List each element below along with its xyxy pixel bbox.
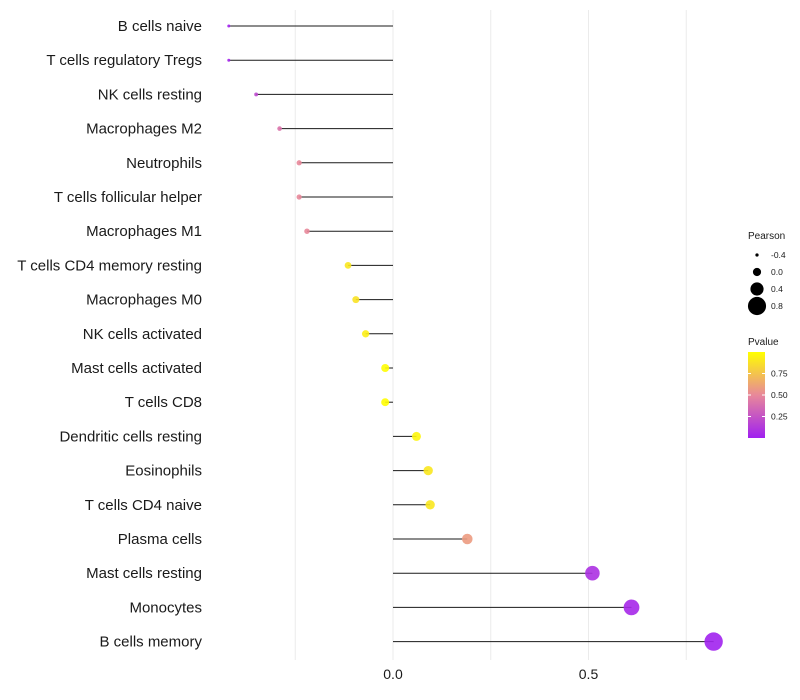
category-label: T cells regulatory Tregs [46, 52, 202, 69]
category-labels: B cells naive T cells regulatory Tregs NK … [17, 18, 202, 651]
size-legend-key [752, 267, 762, 277]
size-legend-key [747, 296, 767, 316]
category-label: Macrophages M0 [86, 292, 202, 309]
data-point[interactable]: Mast cells resting [585, 565, 600, 581]
category-label: NK cells resting [98, 86, 202, 103]
category-label: Plasma cells [118, 531, 202, 548]
category-label: Macrophages M1 [86, 223, 202, 240]
category-label: T cells CD4 naive [85, 497, 202, 514]
x-tick-label: 0.5 [579, 666, 599, 682]
category-label: Macrophages M2 [86, 121, 202, 138]
category-label: T cells CD4 memory resting [17, 257, 202, 274]
lollipop-marks: B cells naive T cells regulatory Tregs NK … [227, 24, 723, 651]
data-point[interactable]: NK cells activated [361, 330, 370, 338]
category-label: Eosinophils [125, 463, 202, 480]
data-point[interactable]: B cells memory [704, 632, 723, 651]
size-legend-label: 0.8 [771, 301, 783, 311]
data-point[interactable]: Macrophages M1 [304, 228, 310, 234]
color-legend-label: 0.75 [771, 369, 788, 379]
data-point[interactable]: T cells CD8 [381, 398, 390, 407]
size-legend-label: -0.4 [771, 250, 786, 260]
gridlines [294, 10, 687, 660]
size-legend-key [750, 282, 764, 296]
category-label: B cells memory [99, 634, 202, 651]
data-point[interactable]: Dendritic cells resting [411, 431, 421, 441]
size-legend-label: 0.0 [771, 267, 783, 277]
data-point[interactable]: Monocytes [623, 599, 640, 616]
category-label: Dendritic cells resting [59, 428, 202, 445]
size-legend: Pearson -0.4 0.0 0.4 0.8 [747, 231, 786, 316]
color-bar [748, 352, 765, 438]
data-point[interactable]: T cells CD4 memory resting [344, 262, 352, 269]
category-label: Mast cells activated [71, 360, 202, 377]
category-label: Mast cells resting [86, 565, 202, 582]
x-tick-label: 0.0 [383, 666, 403, 682]
data-point[interactable]: T cells regulatory Tregs [227, 58, 231, 62]
data-point[interactable]: T cells CD4 naive [425, 500, 435, 510]
data-point[interactable]: Macrophages M2 [277, 126, 282, 131]
category-label: T cells CD8 [125, 394, 202, 411]
data-point[interactable]: B cells naive [227, 24, 231, 28]
size-legend-title: Pearson [748, 231, 785, 242]
data-point[interactable]: NK cells resting [254, 92, 259, 97]
size-legend-key [755, 253, 759, 257]
size-legend-label: 0.4 [771, 284, 783, 294]
data-point[interactable]: Mast cells activated [381, 364, 390, 372]
color-legend-label: 0.25 [771, 412, 788, 422]
color-legend: Pvalue 0.75 0.50 0.25 [748, 337, 788, 438]
data-point[interactable]: Neutrophils [296, 160, 302, 166]
category-label: Monocytes [129, 599, 202, 616]
x-axis-ticks: 0.0 0.5 [383, 666, 598, 682]
category-label: NK cells activated [83, 326, 202, 343]
data-point[interactable]: Plasma cells [462, 533, 473, 545]
color-legend-title: Pvalue [748, 337, 779, 348]
data-point[interactable]: Eosinophils [423, 465, 433, 476]
data-point[interactable]: T cells follicular helper [296, 194, 302, 200]
color-legend-label: 0.50 [771, 390, 788, 400]
category-label: T cells follicular helper [54, 189, 202, 206]
data-point[interactable]: Macrophages M0 [352, 296, 360, 304]
category-label: B cells naive [118, 18, 202, 35]
category-label: Neutrophils [126, 155, 202, 172]
